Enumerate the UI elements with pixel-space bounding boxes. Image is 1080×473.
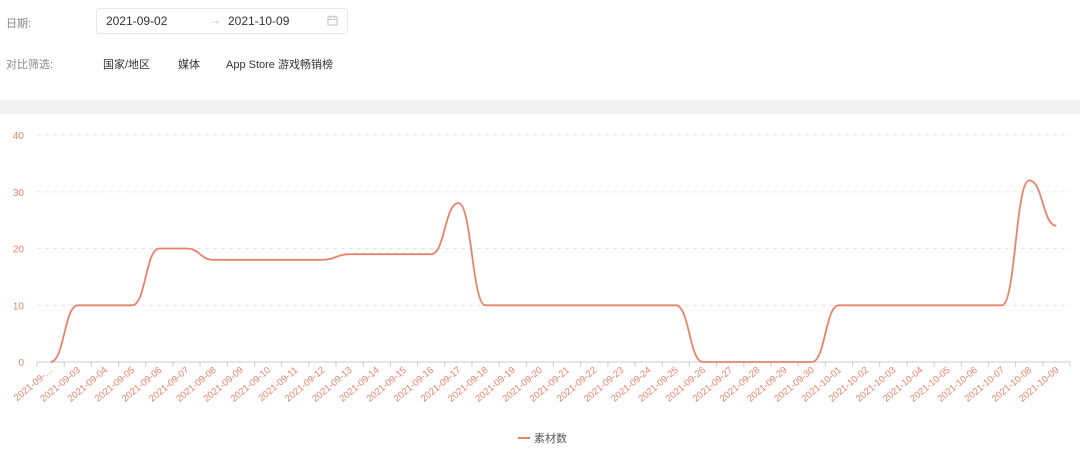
axis-layer: 0102030402021-09-…2021-09-032021-09-0420…: [12, 131, 1070, 405]
date-end-value[interactable]: 2021-10-09: [228, 14, 289, 28]
y-tick-label: 40: [13, 131, 25, 142]
y-tick-label: 10: [13, 301, 25, 312]
grid-layer: [37, 135, 1070, 305]
line-chart: 0102030402021-09-…2021-09-032021-09-0420…: [0, 114, 1080, 468]
y-tick-label: 0: [18, 358, 24, 369]
y-tick-label: 30: [13, 188, 25, 199]
date-range-arrow: →: [209, 13, 221, 27]
section-divider: [0, 100, 1080, 114]
calendar-icon[interactable]: [327, 15, 338, 26]
filter-media[interactable]: 媒体: [178, 56, 200, 72]
compare-filter-label: 对比筛选:: [6, 56, 53, 72]
legend-label: 素材数: [534, 431, 567, 445]
series-layer: [51, 180, 1057, 362]
filter-country-region[interactable]: 国家/地区: [103, 56, 150, 72]
filter-appstore-grossing[interactable]: App Store 游戏畅销榜: [226, 56, 333, 72]
filter-panel: 日期: 2021-09-02 → 2021-10-09 对比筛选: 国家/地区 …: [0, 0, 1080, 100]
legend[interactable]: 素材数: [518, 431, 567, 445]
y-tick-label: 20: [13, 245, 25, 256]
date-label: 日期:: [6, 15, 31, 31]
series-line: [51, 180, 1057, 362]
date-range-picker[interactable]: 2021-09-02 → 2021-10-09: [96, 8, 348, 34]
date-start-value[interactable]: 2021-09-02: [106, 14, 167, 28]
